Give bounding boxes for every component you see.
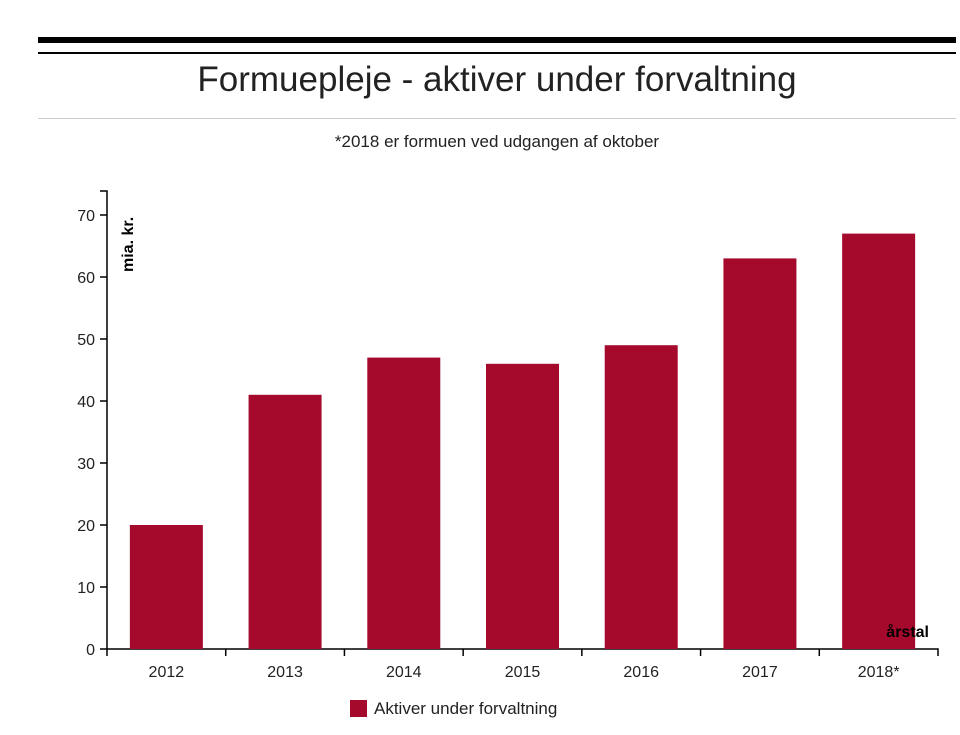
x-axis — [106, 648, 939, 656]
legend-swatch — [350, 700, 367, 717]
chart-title: Formuepleje - aktiver under forvaltning — [197, 60, 797, 99]
y-tick-label: 0 — [86, 642, 95, 659]
x-tick-label: 2012 — [149, 664, 185, 681]
bar-2018 — [842, 233, 916, 649]
y-tick-label: 30 — [77, 456, 95, 473]
header-rule-thin — [38, 52, 956, 54]
y-tick-label: 60 — [77, 270, 95, 287]
title-divider — [38, 118, 956, 119]
header-rule-thick — [38, 37, 956, 43]
x-tick-label: 2013 — [267, 664, 303, 681]
bar-2017 — [723, 258, 797, 649]
x-tick-label: 2018* — [858, 664, 900, 681]
x-tick-label: 2016 — [623, 664, 659, 681]
chart-subtitle: *2018 er formuen ved udgangen af oktober — [334, 132, 660, 151]
y-tick-label: 10 — [77, 580, 95, 597]
bar-2013 — [248, 394, 322, 649]
x-tick-label: 2015 — [505, 664, 541, 681]
bar-2012 — [129, 525, 203, 649]
y-tick-label: 20 — [77, 518, 95, 535]
x-tick-label: 2017 — [742, 664, 778, 681]
y-axis — [100, 190, 108, 649]
legend-label: Aktiver under forvaltning — [374, 699, 557, 718]
y-tick-label: 50 — [77, 332, 95, 349]
y-tick-label: 40 — [77, 394, 95, 411]
bar-2014 — [367, 357, 441, 649]
bar-2015 — [486, 363, 559, 649]
y-axis-label: mia. kr. — [120, 217, 137, 272]
bar-2016 — [604, 345, 678, 649]
x-axis-label: årstal — [886, 623, 929, 641]
y-tick-label: 70 — [77, 208, 95, 225]
x-tick-label: 2014 — [386, 664, 422, 681]
